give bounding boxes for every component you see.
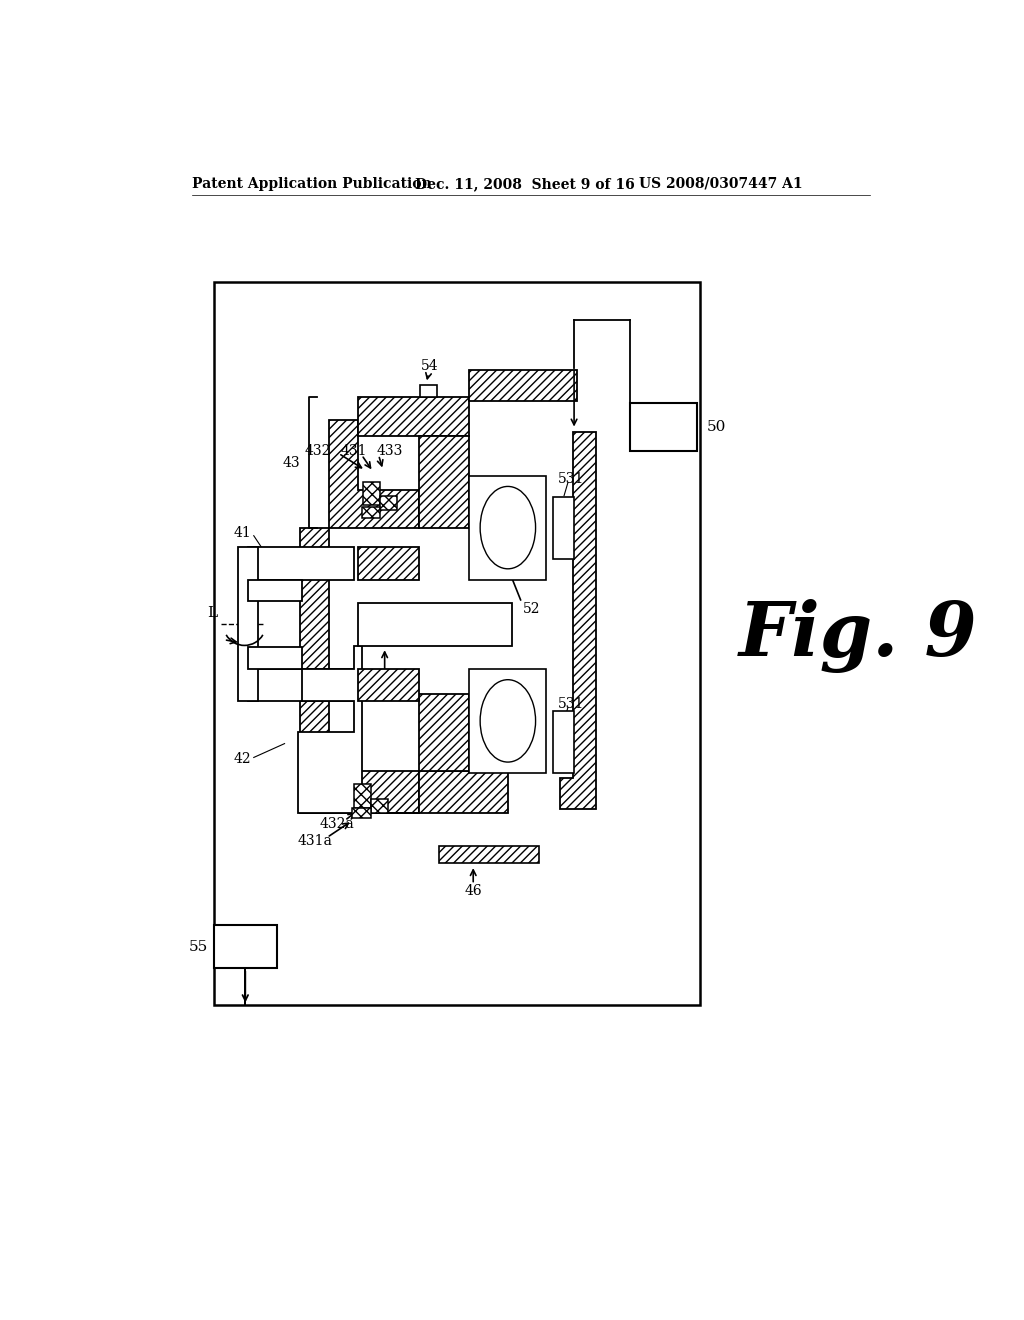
Text: Fig. 9: Fig. 9 [739,599,978,673]
Text: 432a: 432a [319,817,354,832]
Bar [354,784,371,808]
Polygon shape [357,669,419,701]
Polygon shape [419,436,469,528]
Text: 42: 42 [233,752,252,766]
Bar [553,711,574,774]
Bar [214,281,700,1006]
Bar [248,579,301,601]
Polygon shape [330,420,419,528]
Bar [438,846,539,863]
Text: 46: 46 [465,884,482,899]
Bar [364,482,380,506]
Bar [553,498,574,558]
Bar [352,808,371,818]
Polygon shape [357,548,419,579]
Polygon shape [298,645,361,813]
Text: 50: 50 [707,420,726,434]
Bar [248,669,354,701]
Bar [248,647,301,669]
Polygon shape [560,432,596,809]
Bar [469,475,547,579]
Bar [239,548,258,701]
Text: 432: 432 [304,444,331,458]
Polygon shape [357,397,469,436]
Text: 433: 433 [377,444,403,458]
Text: 431: 431 [341,444,368,458]
Bar [214,925,276,969]
Text: 41: 41 [233,527,252,540]
Bar [420,385,437,397]
Bar [361,507,380,517]
Polygon shape [300,528,419,813]
Text: 531: 531 [558,473,585,487]
Bar [630,404,697,451]
Text: 54: 54 [421,359,438,372]
Polygon shape [300,771,508,813]
Bar [469,669,547,774]
Text: 431a: 431a [298,834,333,849]
Polygon shape [419,693,469,771]
Bar [357,603,512,645]
Text: 55: 55 [188,940,208,954]
Text: 52: 52 [523,602,541,616]
Bar [371,799,388,813]
Polygon shape [469,370,578,401]
Text: 531: 531 [558,697,585,710]
Bar [248,548,354,579]
Bar [380,496,397,511]
Text: Dec. 11, 2008  Sheet 9 of 16: Dec. 11, 2008 Sheet 9 of 16 [416,177,635,191]
Text: US 2008/0307447 A1: US 2008/0307447 A1 [639,177,803,191]
Text: 43: 43 [283,455,300,470]
Text: 53: 53 [523,742,541,756]
Text: 32: 32 [376,673,393,686]
Text: L: L [207,606,217,620]
Text: Patent Application Publication: Patent Application Publication [193,177,432,191]
